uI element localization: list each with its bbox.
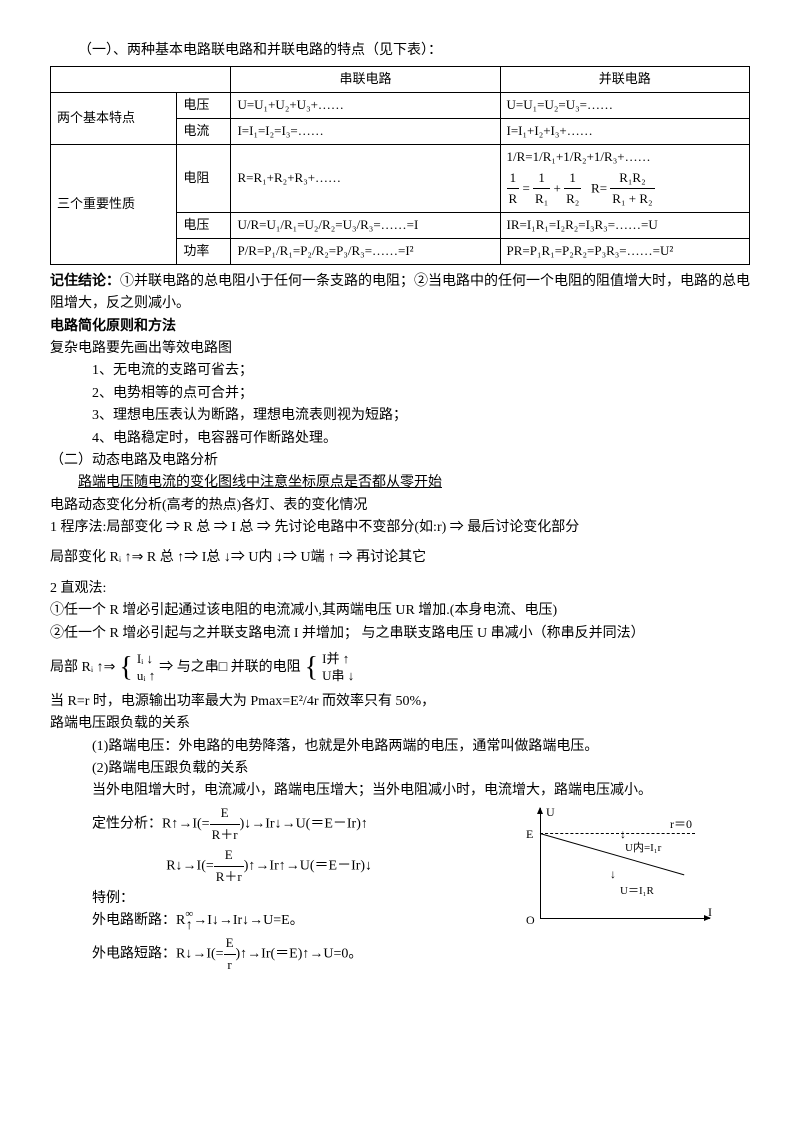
conclusion-label: 记住结论：: [50, 274, 120, 289]
direct-2: ②任一个 R 增必引起与之并联支路电流 I 并增加； 与之串联支路电压 U 串减…: [50, 623, 750, 645]
label-O: O: [526, 911, 535, 930]
frac-1R1: 1R₁: [533, 168, 550, 211]
program-method-1: 1 程序法:局部变化 ⇒ R 总 ⇒ I 总 ⇒ 先讨论电路中不变部分(如:r)…: [50, 517, 750, 539]
cell: U=U₁+U₂+U₃+……: [231, 93, 500, 119]
frac-R1R2: R₁R₂R₁ + R₂: [610, 168, 654, 211]
row-resistance: 电阻: [177, 144, 231, 212]
cell: U=U₁=U₂=U₃=……: [500, 93, 749, 119]
load-1: (1)路端电压：外电路的电势降落，也就是外电路两端的电压，通常叫做路端电压。: [50, 736, 750, 758]
load-2: (2)路端电压跟负载的关系: [50, 758, 750, 780]
group-important: 三个重要性质: [51, 144, 177, 264]
row-current: 电流: [177, 118, 231, 144]
table-row: 两个基本特点 电压 U=U₁+U₂+U₃+…… U=U₁=U₂=U₃=……: [51, 93, 750, 119]
brace-c: I并 ↑: [322, 651, 354, 668]
brace-expression: 局部 Rᵢ ↑⇒ { Iᵢ ↓ uᵢ ↑ ⇒ 与之串□ 并联的电阻 { I并 ↑…: [50, 651, 750, 685]
cell: I=I₁=I₂=I₃=……: [231, 118, 500, 144]
direct-method-title: 2 直观法:: [50, 578, 750, 600]
frac-E-Rr: ER＋r: [210, 803, 240, 846]
arrow-icon: ↓: [620, 825, 626, 844]
left-brace-icon: {: [119, 654, 132, 682]
voltage-graph: U E O I r＝0 U内=I₁r ↓ U＝I₁R ↓: [520, 803, 720, 933]
table-row: 三个重要性质 电阻 R=R₁+R₂+R₃+…… 1/R=1/R₁+1/R₂+1/…: [51, 144, 750, 212]
qual2a: R↓→I(=: [166, 859, 214, 874]
short1: 外电路短路：R↓→I(=: [92, 947, 224, 962]
cell: IR=I₁R₁=I₂R₂=I₃R₃=……=U: [500, 213, 749, 239]
conclusion-text: ①并联电路的总电阻小于任何一条支路的电阻；②当电路中的任何一个电阻的阻值增大时，…: [50, 274, 750, 311]
label-I: I: [708, 903, 712, 922]
frac-1R2: 1R₂: [564, 168, 581, 211]
simplify-item: 4、电路稳定时，电容器可作断路处理。: [50, 428, 750, 450]
cell: I=I₁+I₂+I₃+……: [500, 118, 749, 144]
brace-d: U串 ↓: [322, 668, 354, 685]
x-axis: [540, 918, 710, 919]
cell: R=R₁+R₂+R₃+……: [231, 144, 500, 212]
simplify-item: 1、无电流的支路可省去；: [50, 360, 750, 382]
cell: PR=P₁R₁=P₂R₂=P₃R₃=……=U²: [500, 238, 749, 264]
row-power: 功率: [177, 238, 231, 264]
section-title: （一）、两种基本电路联电路和并联电路的特点（见下表）：: [50, 40, 750, 62]
frac-E-Rr2: ER＋r: [214, 845, 244, 888]
direct-1: ①任一个 R 增必引起通过该电阻的电流减小,其两端电压 UR 增加.(本身电流、…: [50, 600, 750, 622]
brace-prefix: 局部 Rᵢ ↑⇒: [50, 657, 115, 679]
brace-b: uᵢ ↑: [137, 668, 155, 685]
simplify-title: 电路简化原则和方法: [50, 316, 750, 338]
brace-stack-1: Iᵢ ↓ uᵢ ↑: [137, 651, 155, 685]
program-method-2: 局部变化 Rᵢ ↑⇒ R 总 ↑⇒ I总 ↓⇒ U内 ↓⇒ U端 ↑ ⇒ 再讨论…: [50, 547, 750, 569]
label-U: U: [546, 803, 555, 822]
load-title: 路端电压跟负载的关系: [50, 713, 750, 735]
section-2-underline: 路端电压随电流的变化图线中注意坐标原点是否都从零开始: [50, 472, 750, 494]
y-axis: [540, 808, 541, 918]
label-uIR: U＝I₁R: [620, 883, 654, 901]
max-power: 当 R=r 时，电源输出功率最大为 Pmax=E²/4r 而效率只有 50%，: [50, 691, 750, 713]
brace-mid: ⇒ 与之串□ 并联的电阻: [159, 657, 300, 679]
cell: P/R=P₁/R₁=P₂/R₂=P₃/R₃=……=I²: [231, 238, 500, 264]
row-voltage: 电压: [177, 93, 231, 119]
qual1b: )↓→Ir↓→U(＝E－Ir)↑: [240, 816, 368, 831]
qual2b: )↑→Ir↑→U(＝E－Ir)↓: [244, 859, 372, 874]
frac-E-r: Er: [224, 933, 236, 976]
left-brace-icon: {: [305, 654, 318, 682]
cell: U/R=U₁/R₁=U₂/R₂=U₃/R₃=……=I: [231, 213, 500, 239]
simplify-intro: 复杂电路要先画出等效电路图: [50, 338, 750, 360]
circuit-table: 串联电路 并联电路 两个基本特点 电压 U=U₁+U₂+U₃+…… U=U₁=U…: [50, 66, 750, 264]
brace-stack-2: I并 ↑ U串 ↓: [322, 651, 354, 685]
col-parallel: 并联电路: [500, 67, 749, 93]
load-3: 当外电阻增大时，电流减小，路端电压增大；当外电阻减小时，电流增大，路端电压减小。: [50, 780, 750, 802]
qual1a: R↑→I(=: [162, 816, 210, 831]
simplify-item: 3、理想电压表认为断路，理想电流表则视为短路；: [50, 405, 750, 427]
parallel-r-text: 1/R=1/R₁+1/R₂+1/R₃+……: [507, 149, 651, 164]
section-2-title: （二）动态电路及电路分析: [50, 450, 750, 472]
arrow-icon: ↓: [610, 865, 616, 884]
table-header-row: 串联电路 并联电路: [51, 67, 750, 93]
simplify-item: 2、电势相等的点可合并；: [50, 383, 750, 405]
label-uir: U内=I₁r: [625, 840, 661, 858]
brace-a: Iᵢ ↓: [137, 651, 155, 668]
qual-label: 定性分析：: [92, 816, 162, 831]
frac-1R: 1R: [507, 168, 520, 211]
group-basic: 两个基本特点: [51, 93, 177, 145]
short-circuit: 外电路短路：R↓→I(=Er)↑→Ir(＝E)↑→U=0。: [50, 933, 750, 976]
dynamic-intro: 电路动态变化分析(高考的热点)各灯、表的变化情况: [50, 495, 750, 517]
row-voltage2: 电压: [177, 213, 231, 239]
cell: 1/R=1/R₁+1/R₂+1/R₃+…… 1R = 1R₁ + 1R₂ R= …: [500, 144, 749, 212]
label-E: E: [526, 825, 533, 844]
col-series: 串联电路: [231, 67, 500, 93]
short2: )↑→Ir(＝E)↑→U=0。: [236, 947, 363, 962]
conclusion: 记住结论：①并联电路的总电阻小于任何一条支路的电阻；②当电路中的任何一个电阻的阻…: [50, 271, 750, 316]
label-r0: r＝0: [670, 815, 692, 834]
